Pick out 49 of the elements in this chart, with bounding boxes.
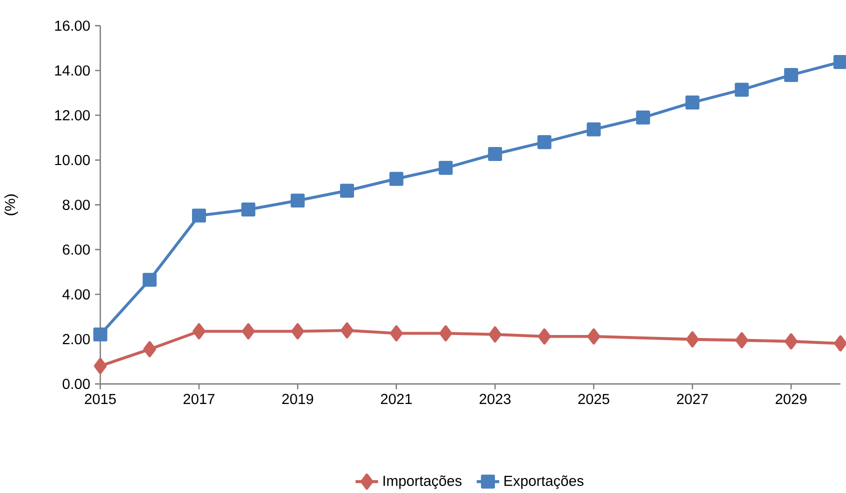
point (784, 333, 798, 350)
x-tick-label: 2025 (578, 394, 610, 404)
y-tick-label: 8.00 (62, 200, 90, 210)
legend-label: Exportações (504, 475, 584, 489)
legend-label: Importações (384, 475, 462, 489)
y-tick-label: 4.00 (62, 289, 90, 300)
point (192, 208, 206, 223)
point (340, 184, 354, 198)
point (488, 326, 502, 342)
point (734, 82, 749, 97)
point (143, 341, 156, 358)
x-tick-label: 2029 (776, 394, 807, 404)
point (537, 135, 552, 150)
point (438, 160, 453, 175)
y-tick-label: 6.00 (62, 244, 90, 255)
point (241, 202, 256, 216)
y-tick-label: 0.00 (62, 378, 90, 390)
point (94, 358, 107, 374)
y-tick-label: 2.00 (62, 334, 90, 344)
point (488, 146, 502, 161)
point (242, 323, 255, 340)
point (340, 322, 354, 338)
x-tick-label: 2015 (84, 394, 116, 404)
point (290, 194, 305, 208)
point (439, 325, 452, 342)
x-tick-label: 2017 (184, 394, 214, 404)
x-tick-label: 2019 (282, 394, 314, 404)
point (686, 331, 699, 348)
point (291, 323, 304, 340)
point (142, 272, 157, 287)
point (735, 332, 748, 348)
point (784, 68, 798, 82)
x-tick-label: 2023 (480, 394, 511, 404)
y-tick-label: 16.00 (55, 20, 90, 31)
y-tick-label: 12.00 (55, 110, 90, 120)
y-axis-title: (%) (4, 194, 18, 216)
x-tick-label: 2021 (380, 394, 412, 404)
point (538, 328, 551, 344)
x-tick-label: 2027 (677, 394, 708, 404)
y-tick-label: 14.00 (55, 65, 90, 76)
point (636, 110, 650, 124)
point (390, 325, 403, 342)
y-tick-label: 10.00 (55, 154, 90, 166)
point (192, 323, 206, 340)
point (587, 328, 600, 344)
point (586, 122, 601, 136)
point (685, 95, 700, 110)
point (93, 327, 108, 342)
point (389, 172, 404, 186)
